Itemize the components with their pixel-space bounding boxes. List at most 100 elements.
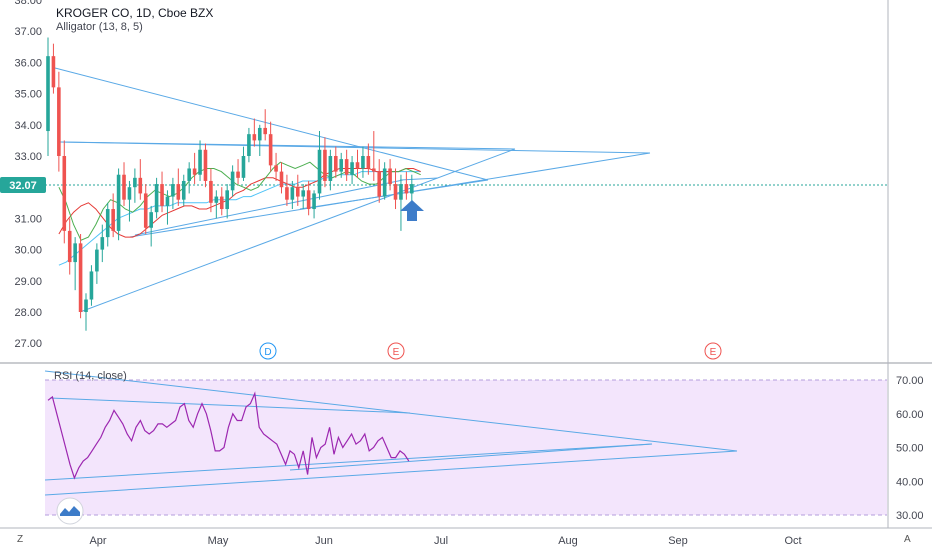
candle	[290, 180, 295, 210]
price-tick-label: 37.00	[14, 26, 42, 38]
price-tick-label: 38.00	[14, 0, 42, 7]
candle-body	[84, 299, 88, 312]
candle-body	[198, 149, 202, 175]
candle-body	[219, 196, 224, 210]
candle-body	[399, 184, 403, 200]
candle	[285, 174, 289, 206]
price-tick-label: 29.00	[14, 276, 42, 288]
candle	[171, 177, 175, 210]
trendline	[134, 179, 404, 236]
candle-body	[225, 190, 229, 210]
candle	[361, 146, 365, 178]
price-tick-label: 28.00	[14, 307, 42, 319]
candle	[382, 162, 387, 200]
candle-body	[171, 184, 175, 197]
candle-body	[290, 187, 295, 200]
price-tick-label: 35.00	[14, 89, 42, 101]
rsi-line	[47, 391, 410, 480]
rsi-tick-label: 50.00	[896, 443, 924, 455]
candle-body	[377, 171, 382, 197]
price-tick-label: 30.00	[14, 245, 42, 257]
candle	[78, 234, 83, 319]
candle	[274, 152, 278, 181]
candle-body	[350, 162, 354, 175]
candle	[160, 171, 164, 213]
alligator-teeth-line	[58, 168, 421, 238]
candle	[192, 152, 197, 185]
candle-body	[154, 184, 159, 213]
rsi-indicator-label[interactable]: RSI (14, close)	[54, 370, 127, 382]
candle	[372, 131, 376, 181]
candle	[127, 180, 132, 222]
rsi-trendline	[44, 450, 738, 496]
candle-body	[51, 56, 56, 88]
candle	[257, 124, 262, 156]
candle	[317, 131, 322, 200]
candle-body	[89, 271, 94, 300]
candle-body	[100, 237, 105, 250]
chart-title: KROGER CO, 1D, Cboe BZX	[56, 6, 214, 20]
candle	[154, 177, 159, 219]
candle-body	[388, 168, 392, 185]
candle-body	[263, 127, 267, 135]
rsi-band	[45, 380, 887, 515]
candle-body	[312, 193, 316, 210]
candle-body	[306, 190, 311, 210]
candle-body	[328, 156, 333, 181]
candle	[149, 205, 153, 247]
candle	[328, 149, 333, 191]
candle-body	[203, 149, 208, 181]
candle	[377, 159, 382, 203]
candle-body	[138, 177, 143, 194]
candle	[62, 140, 67, 244]
price-tick-label: 33.00	[14, 151, 42, 163]
event-marker-circle	[387, 342, 405, 360]
candle-body	[247, 134, 251, 156]
logo-shape	[60, 506, 80, 516]
rsi-tick-label: 60.00	[896, 409, 924, 421]
candle	[306, 180, 311, 216]
candle	[133, 168, 137, 203]
candle-body	[46, 56, 50, 132]
candle	[247, 127, 251, 163]
candle	[344, 149, 349, 181]
event-marker-label: D	[264, 347, 271, 358]
candle-body	[285, 187, 289, 200]
time-tick-label: Jul	[434, 535, 448, 547]
candle-body	[366, 156, 371, 169]
candle	[209, 168, 213, 213]
candle-body	[339, 159, 344, 172]
candle-body	[149, 212, 153, 228]
auto-scale-button[interactable]: A	[904, 534, 911, 545]
rsi-trendline	[49, 397, 411, 414]
rsi-trendline	[289, 443, 653, 471]
candle-body	[393, 184, 398, 200]
candle-body	[317, 149, 322, 194]
candle	[399, 174, 403, 231]
candle	[214, 190, 219, 219]
candle	[410, 174, 414, 203]
rsi-trendline	[44, 370, 738, 452]
rsi-tick-label: 70.00	[896, 375, 924, 387]
candle-body	[176, 184, 181, 200]
candle-body	[279, 171, 284, 188]
candle	[73, 237, 77, 291]
candle-body	[122, 174, 126, 200]
candle-body	[344, 159, 349, 175]
event-marker-label: E	[393, 347, 400, 358]
candle	[219, 187, 224, 216]
last-price-badge: 32.07	[0, 177, 46, 194]
candle	[116, 168, 121, 241]
candle-body	[95, 249, 99, 272]
alligator-indicator-label[interactable]: Alligator (13, 8, 5)	[56, 21, 143, 33]
tradingview-logo-icon	[56, 497, 84, 525]
candle-body	[268, 134, 273, 166]
price-tick-label: 31.00	[14, 213, 42, 225]
candle	[203, 143, 208, 188]
candle-body	[57, 87, 61, 156]
earnings-event-icon: E	[704, 342, 722, 360]
price-tick-label: 27.00	[14, 338, 42, 350]
timezone-toggle-button[interactable]: Z	[17, 534, 24, 545]
candle	[165, 190, 170, 225]
